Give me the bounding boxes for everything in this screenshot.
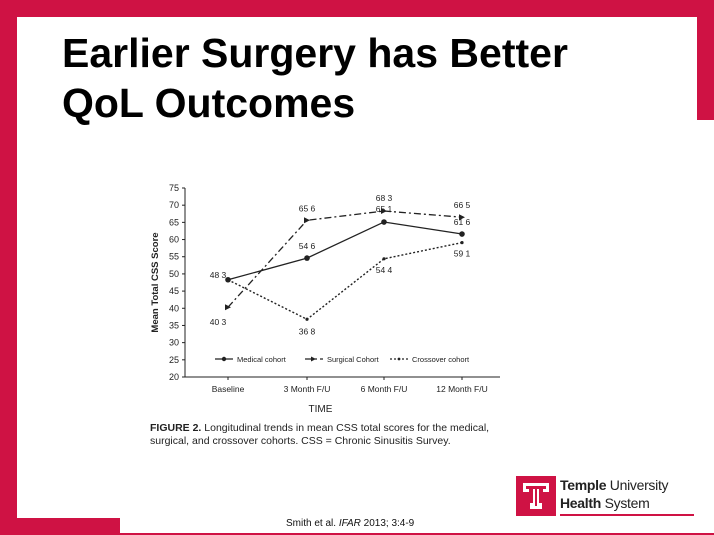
bottom-accent-line	[120, 533, 714, 535]
x-tick-label: 12 Month F/U	[436, 384, 488, 394]
surgical-cohort-point	[304, 217, 310, 224]
figure-caption-text: Longitudinal trends in mean CSS total sc…	[150, 422, 490, 447]
slide-title-line2: QoL Outcomes	[62, 80, 356, 126]
y-tick-label: 30	[169, 338, 179, 348]
logo-word-university: University	[609, 477, 669, 493]
medical-cohort-data-label: 54 6	[299, 241, 316, 251]
slide-title: Earlier Surgery has Better QoL Outcomes	[62, 28, 682, 128]
surgical-cohort-line	[227, 210, 463, 308]
surgical-cohort-data-label: 40 3	[210, 317, 227, 327]
top-accent-band	[0, 0, 714, 17]
logo-underline	[560, 514, 694, 516]
slide-title-line1: Earlier Surgery has Better	[62, 30, 568, 76]
surgical-cohort-data-label: 68 3	[376, 193, 393, 203]
figure-caption: FIGURE 2. Longitudinal trends in mean CS…	[150, 422, 510, 448]
crossover-cohort-line	[227, 241, 463, 321]
medical-cohort-data-label: 65 1	[376, 204, 393, 214]
left-accent-band	[0, 0, 17, 535]
surgical-cohort-data-label: 65 6	[299, 203, 316, 213]
x-tick-label: 3 Month F/U	[284, 384, 331, 394]
surgical-cohort-data-label: 66 5	[454, 200, 471, 210]
medical-cohort-point	[381, 219, 387, 225]
medical-cohort-point	[304, 255, 310, 261]
y-tick-label: 25	[169, 355, 179, 365]
citation: Smith et al. IFAR 2013; 3:4-9	[286, 518, 414, 529]
right-accent-band	[697, 0, 714, 120]
temple-health-logo: Temple University Health System	[516, 474, 696, 520]
medical-cohort-legend-marker	[221, 356, 227, 362]
medical-cohort-point	[459, 231, 465, 237]
medical-cohort-legend-label: Medical cohort	[237, 355, 287, 364]
medical-cohort-data-label: 61 6	[454, 217, 471, 227]
y-tick-label: 20	[169, 372, 179, 382]
y-tick-label: 75	[169, 183, 179, 193]
x-tick-label: Baseline	[212, 384, 245, 394]
logo-word-health: Health	[560, 495, 601, 511]
y-tick-label: 35	[169, 320, 179, 330]
logo-word-temple: Temple	[560, 477, 607, 493]
figure-caption-label: FIGURE 2.	[150, 422, 202, 434]
bottom-left-accent-band	[0, 518, 120, 535]
crossover-cohort-point	[226, 278, 230, 282]
x-tick-label: 6 Month F/U	[361, 384, 408, 394]
citation-author: Smith et al.	[286, 518, 337, 529]
citation-journal: IFAR	[338, 518, 361, 529]
y-tick-label: 65	[169, 217, 179, 227]
y-axis-title: Mean Total CSS Score	[150, 232, 161, 332]
crossover-cohort-point	[460, 241, 464, 245]
citation-details: 2013; 3:4-9	[363, 518, 415, 529]
x-axis-title: TIME	[309, 404, 333, 415]
y-tick-label: 45	[169, 286, 179, 296]
crossover-cohort-point	[382, 257, 386, 261]
surgical-cohort-point	[381, 208, 387, 215]
crossover-cohort-point	[305, 317, 309, 321]
surgical-cohort-point	[225, 304, 231, 311]
crossover-cohort-legend-label: Crossover cohort	[412, 355, 470, 364]
crossover-cohort-data-label: 59 1	[454, 249, 471, 259]
y-tick-label: 40	[169, 303, 179, 313]
crossover-cohort-data-label: 36 8	[299, 326, 316, 336]
y-tick-label: 55	[169, 252, 179, 262]
y-tick-label: 50	[169, 269, 179, 279]
surgical-cohort-legend-marker	[311, 356, 316, 362]
medical-cohort-line	[227, 221, 463, 281]
logo-word-system: System	[604, 495, 650, 511]
surgical-cohort-legend-label: Surgical Cohort	[327, 355, 380, 364]
crossover-cohort-legend-marker	[397, 357, 401, 361]
surgical-cohort-point	[459, 214, 465, 221]
y-tick-label: 70	[169, 200, 179, 210]
css-score-line-chart: 20 25 30 35 40 45 50 55 60 65 70 75 Baseline 3 Month …	[150, 183, 500, 415]
logo-wordmark: Temple University Health System	[560, 476, 669, 512]
crossover-cohort-data-label: 54 4	[376, 265, 393, 275]
temple-t-logo-icon	[516, 476, 556, 516]
medical-cohort-data-label: 48 3	[210, 270, 227, 280]
y-tick-label: 60	[169, 235, 179, 245]
